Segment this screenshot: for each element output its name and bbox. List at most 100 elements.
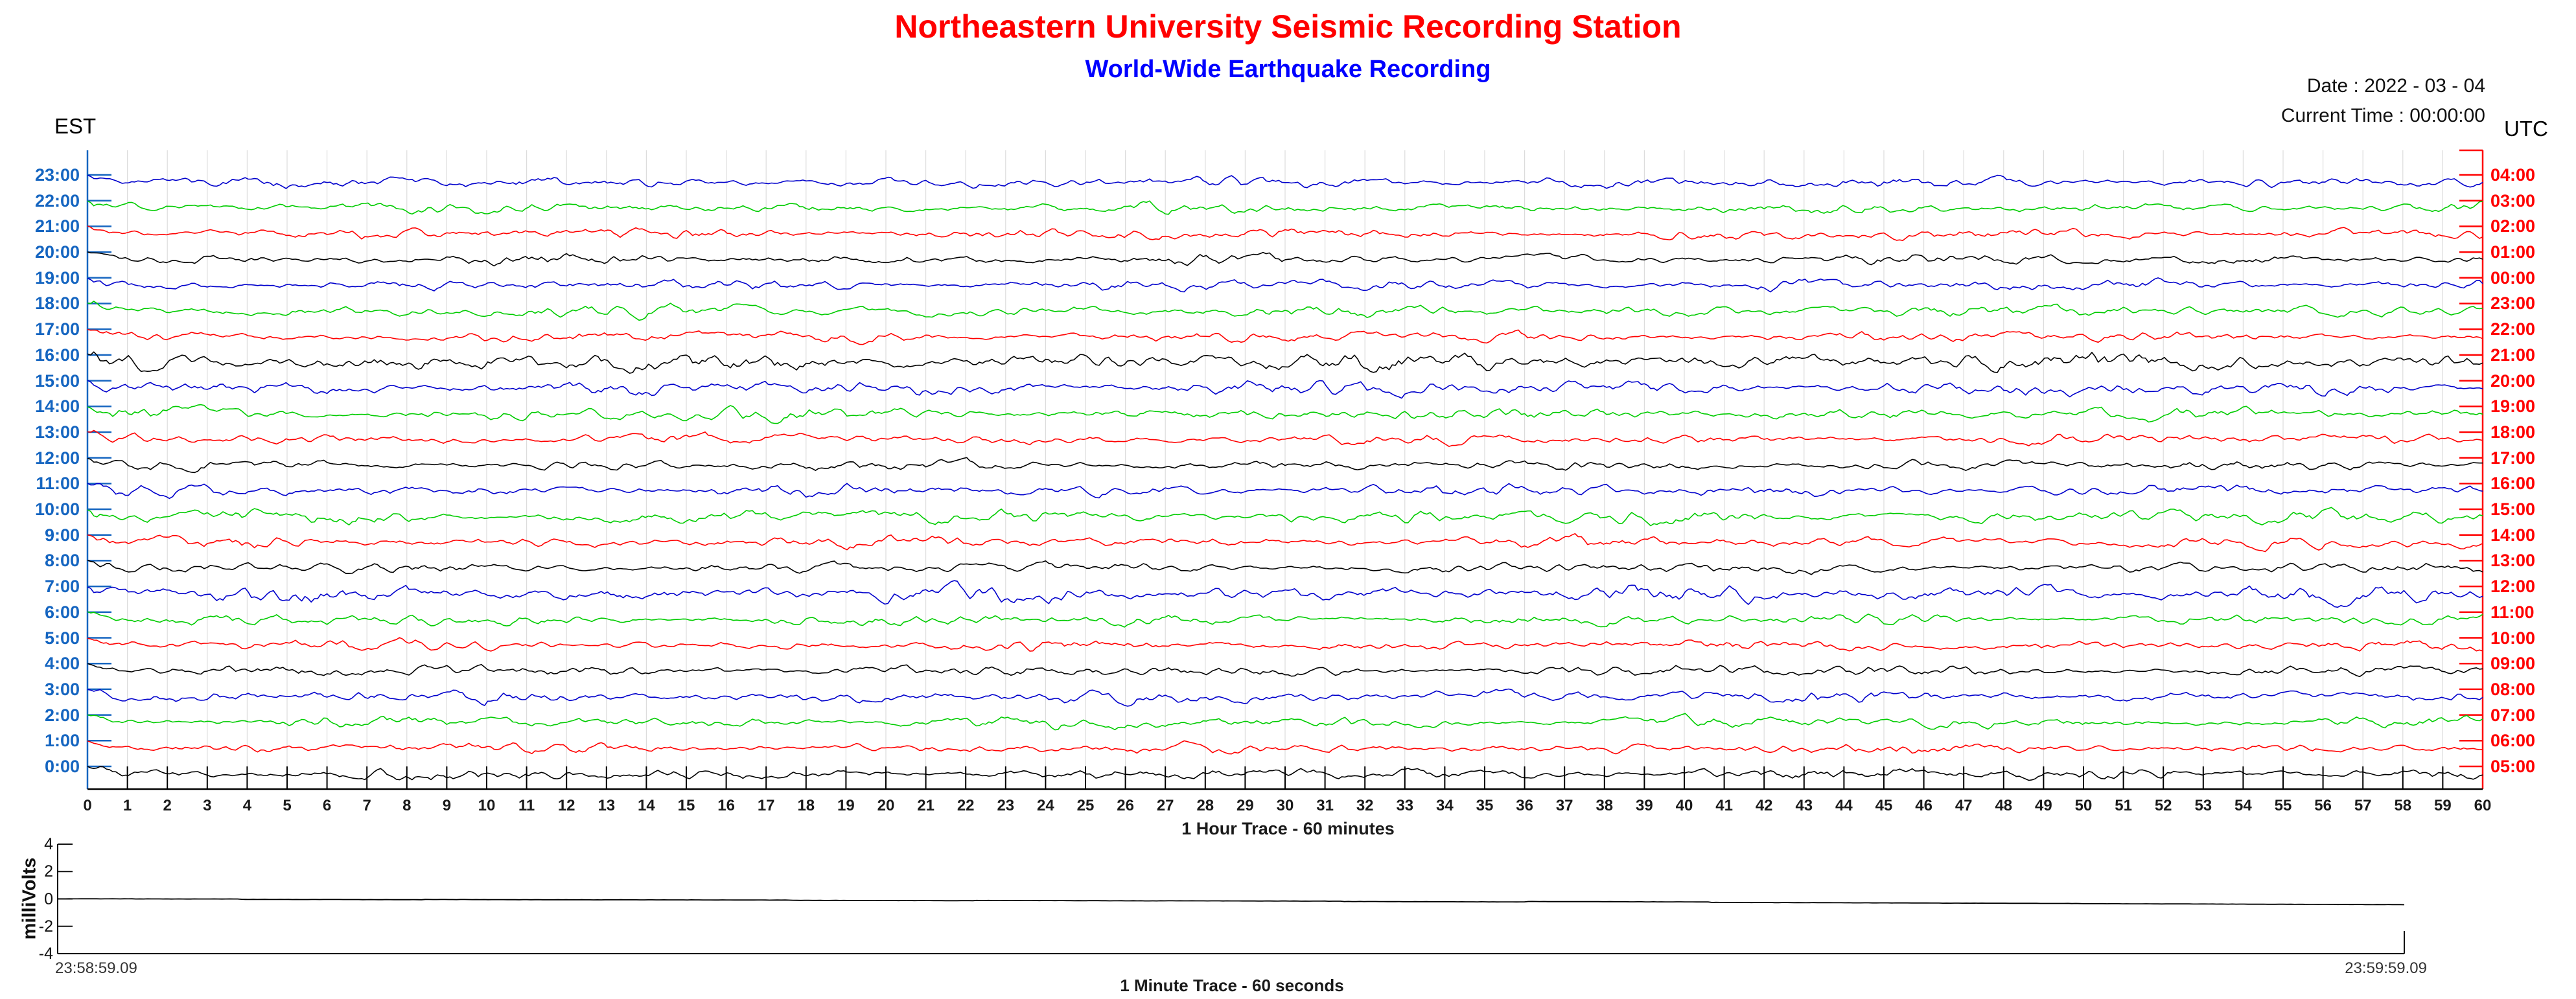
x-tick-label: 18 [797,797,815,814]
est-hour-label: 2:00 [44,705,80,725]
utc-hour-label: 17:00 [2490,448,2536,468]
x-tick-label: 11 [518,797,535,814]
utc-hour-label: 15:00 [2490,500,2536,520]
est-hour-label: 20:00 [34,242,80,262]
utc-hour-label: 10:00 [2490,628,2536,648]
est-hour-label: 15:00 [34,371,80,391]
utc-hour-label: 02:00 [2490,216,2536,236]
x-tick-label: 2 [163,797,172,814]
x-tick-label: 0 [83,797,92,814]
x-tick-label: 24 [1037,797,1054,814]
utc-hour-label: 20:00 [2490,371,2536,391]
utc-hour-label: 14:00 [2490,525,2536,545]
seismogram-trace-800 [87,559,2483,575]
x-tick-label: 15 [677,797,695,814]
x-tick-label: 1 [122,797,132,814]
x-tick-label: 31 [1316,797,1334,814]
x-tick-label: 44 [1835,797,1853,814]
x-tick-label: 27 [1156,797,1174,814]
x-tick-label: 33 [1396,797,1414,814]
x-tick-label: 19 [837,797,855,814]
est-hour-label: 0:00 [44,757,80,776]
seismogram-trace-700 [87,580,2483,608]
page-subtitle: World-Wide Earthquake Recording [1085,56,1491,83]
seismogram-trace-400 [87,663,2483,678]
x-tick-label: 23 [997,797,1015,814]
est-hour-label: 10:00 [34,500,80,520]
est-hour-label: 12:00 [34,448,80,468]
minute-trace-start-time: 23:58:59.09 [55,959,137,977]
seismogram-trace-1800 [87,301,2483,321]
millivolt-tick-label: 2 [44,862,53,881]
seismogram-trace-1300 [87,430,2483,447]
millivolts-axis-label: milliVolts [19,857,40,940]
x-tick-label: 32 [1356,797,1374,814]
utc-hour-label: 21:00 [2490,345,2536,365]
x-tick-label: 59 [2434,797,2452,814]
x-tick-label: 30 [1276,797,1294,814]
minute-trace-end-time: 23:59:59.09 [2345,959,2427,977]
seismogram-trace-500 [87,637,2483,652]
x-tick-label: 22 [957,797,975,814]
x-tick-label: 48 [1995,797,2013,814]
x-tick-label: 41 [1715,797,1733,814]
utc-hour-label: 13:00 [2490,551,2536,571]
millivolt-tick-label: 0 [44,890,53,908]
minute-trace-axis-caption: 1 Minute Trace - 60 seconds [1120,976,1344,995]
x-tick-label: 5 [283,797,292,814]
x-tick-label: 42 [1755,797,1773,814]
x-tick-label: 53 [2194,797,2212,814]
x-tick-label: 3 [203,797,212,814]
x-tick-label: 28 [1196,797,1214,814]
x-tick-label: 57 [2354,797,2372,814]
x-tick-label: 39 [1636,797,1653,814]
seismogram-trace-200 [87,713,2483,731]
x-tick-label: 7 [362,797,371,814]
date-label: Date : 2022 - 03 - 04 [2306,75,2485,97]
current-time-label: Current Time : 00:00:00 [2280,105,2485,126]
x-tick-label: 36 [1516,797,1533,814]
est-hour-label: 11:00 [36,474,80,494]
x-tick-label: 46 [1915,797,1932,814]
x-tick-label: 9 [442,797,452,814]
millivolt-tick-label: -2 [38,917,53,936]
x-tick-label: 29 [1236,797,1254,814]
seismogram-trace-2200 [87,200,2483,215]
x-tick-label: 12 [557,797,575,814]
x-tick-label: 21 [917,797,934,814]
utc-hour-label: 12:00 [2490,577,2536,597]
x-tick-label: 8 [402,797,412,814]
est-hour-label: 22:00 [34,190,80,211]
seismogram-trace-600 [87,611,2483,628]
x-tick-label: 40 [1675,797,1693,814]
x-tick-label: 56 [2314,797,2332,814]
millivolt-tick-label: 4 [44,835,53,853]
seismogram-trace-1100 [87,483,2483,500]
x-tick-label: 50 [2074,797,2093,814]
x-tick-label: 4 [242,797,252,814]
utc-hour-label: 19:00 [2490,396,2536,417]
seismogram-trace-1400 [87,404,2483,424]
x-tick-label: 60 [2474,797,2492,814]
x-tick-label: 47 [1955,797,1973,814]
seismogram-trace-1700 [87,328,2483,345]
est-hour-label: 21:00 [34,216,80,236]
est-hour-label: 8:00 [44,551,80,571]
seismogram-trace-2100 [87,225,2483,242]
x-tick-label: 6 [322,797,332,814]
utc-hour-label: 08:00 [2490,679,2536,699]
utc-hour-label: 06:00 [2490,731,2536,751]
x-tick-label: 25 [1076,797,1095,814]
est-hour-label: 9:00 [44,525,80,545]
x-tick-label: 52 [2154,797,2172,814]
est-hour-label: 19:00 [34,268,80,288]
utc-hour-label: 00:00 [2490,268,2536,288]
hour-trace-axis-caption: 1 Hour Trace - 60 minutes [1181,819,1395,838]
utc-hour-label: 16:00 [2490,474,2536,494]
x-tick-label: 38 [1595,797,1614,814]
utc-hour-label: 01:00 [2490,242,2536,262]
x-tick-label: 14 [638,797,655,814]
utc-hour-label: 11:00 [2490,602,2535,622]
